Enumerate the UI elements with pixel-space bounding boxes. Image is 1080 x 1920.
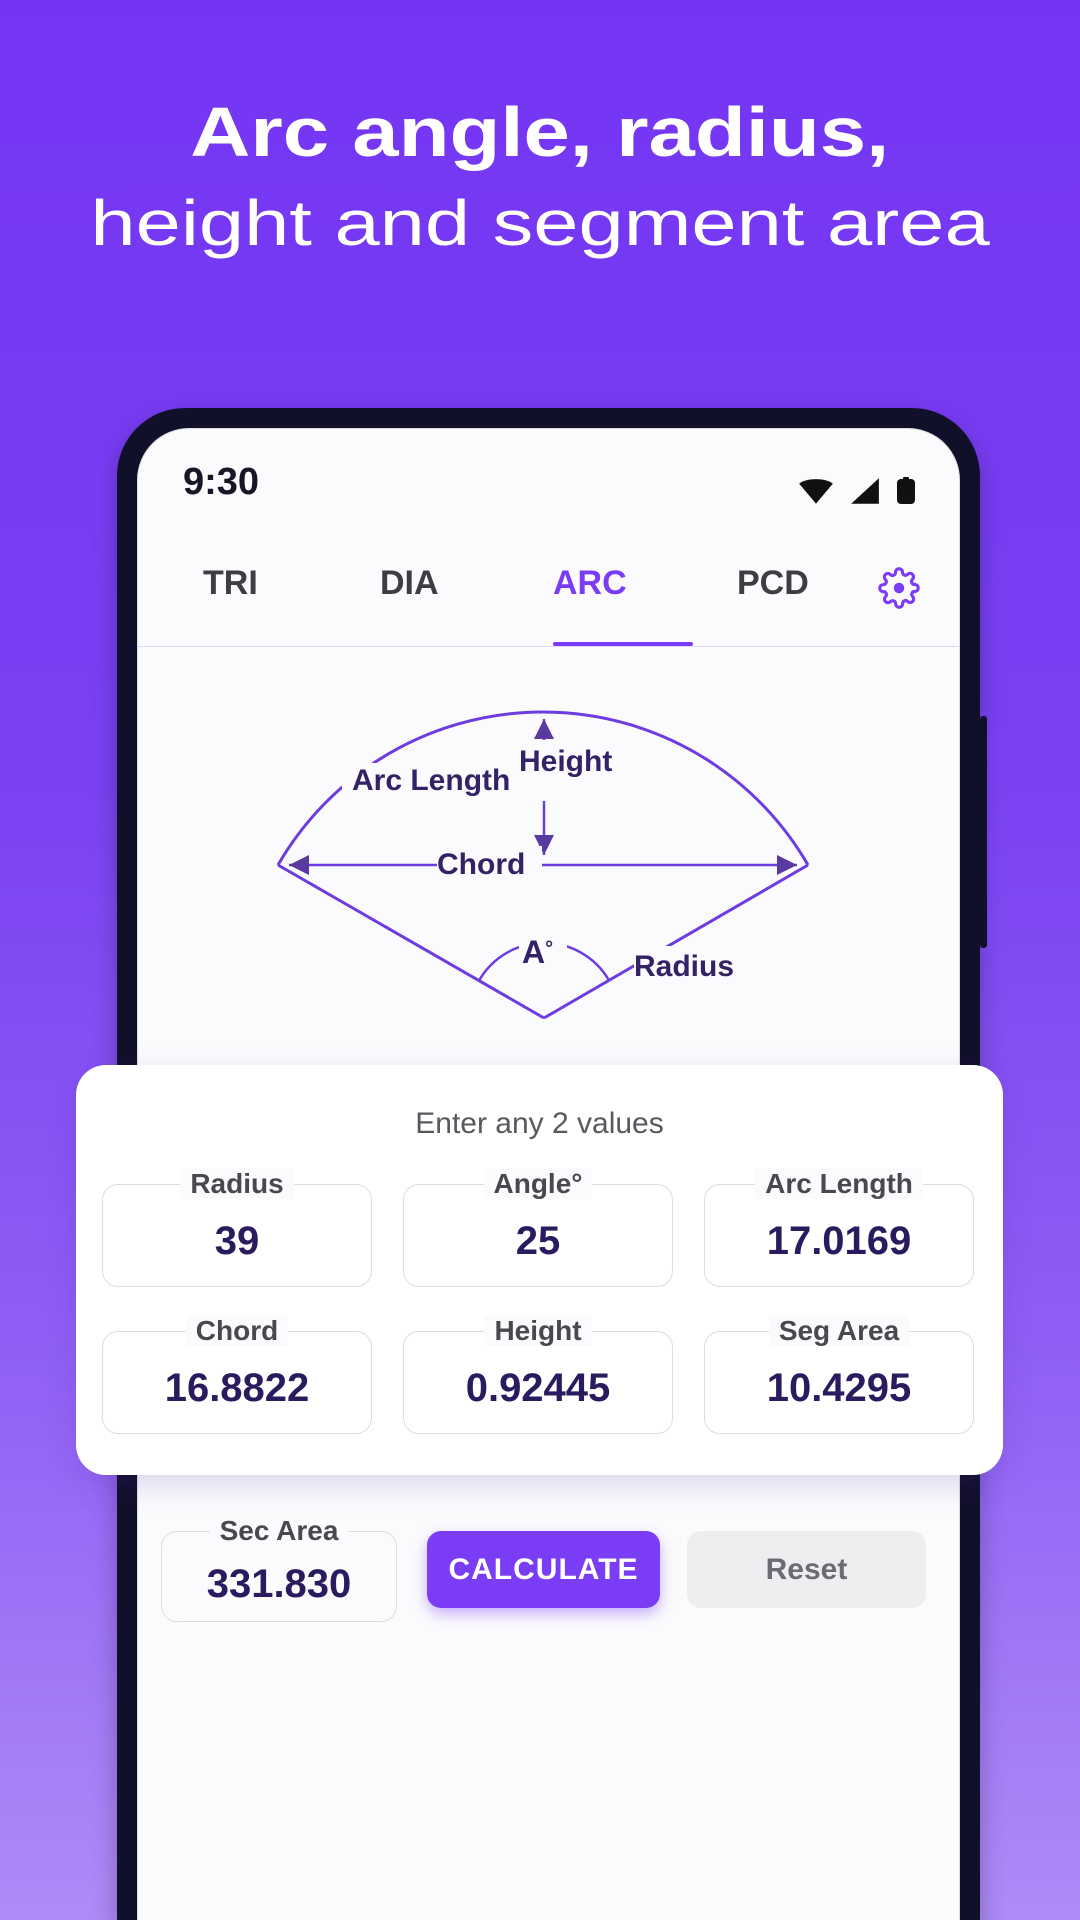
svg-text:Radius: Radius	[634, 950, 734, 983]
svg-text:Arc Length: Arc Length	[352, 764, 510, 797]
svg-text:Chord: Chord	[437, 848, 525, 881]
svg-text:Height: Height	[519, 745, 612, 778]
